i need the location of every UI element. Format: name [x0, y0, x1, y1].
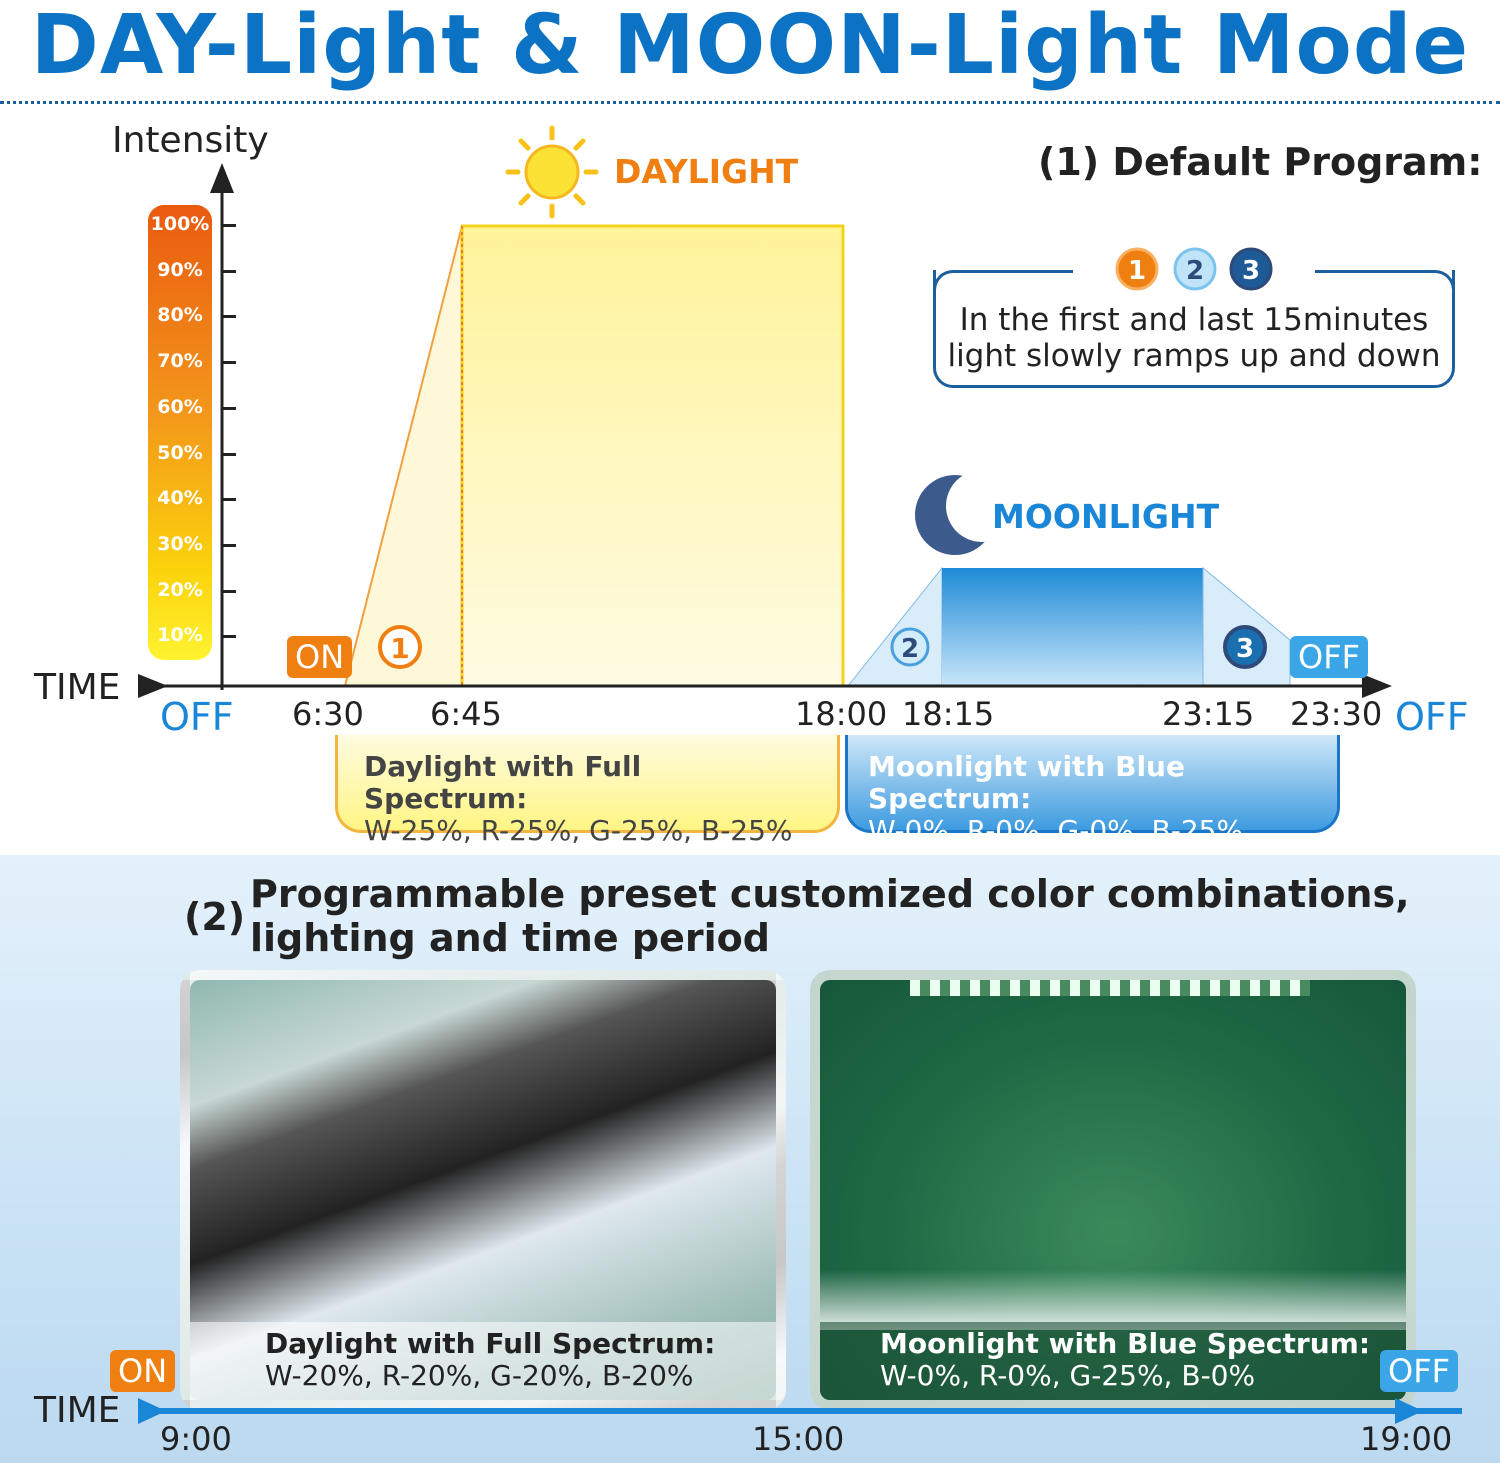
- intensity-tick-label: 90%: [157, 258, 203, 281]
- y-axis-tick: [222, 498, 236, 502]
- moonlight-spectrum-box: Moonlight with Blue Spectrum: W-0%, R-0%…: [845, 735, 1340, 847]
- x-axis-label: TIME: [34, 667, 121, 708]
- svg-text:2: 2: [1186, 256, 1204, 286]
- y-axis-label: Intensity: [112, 120, 269, 161]
- section2-line1: Programmable preset customized color com…: [250, 872, 1410, 916]
- y-axis-tick: [222, 452, 236, 456]
- y-axis-tick: [222, 269, 236, 273]
- svg-text:3: 3: [1242, 256, 1260, 286]
- time-18-00: 18:00: [795, 695, 888, 733]
- moonlight-box-title: Moonlight with Blue Spectrum:: [868, 750, 1185, 815]
- marker-1-icon: 1: [378, 625, 422, 669]
- daylight-caption-values: W-20%, R-20%, G-20%, B-20%: [265, 1359, 694, 1392]
- markers-row: 1 2 3: [1115, 247, 1273, 291]
- time-19-00: 19:00: [1360, 1420, 1453, 1458]
- moonlight-photo-caption: Moonlight with Blue Spectrum: W-0%, R-0%…: [820, 1322, 1406, 1400]
- intensity-tick-label: 30%: [157, 532, 203, 555]
- time-6-30: 6:30: [292, 695, 364, 733]
- time-6-45: 6:45: [430, 695, 502, 733]
- daylight-label: DAYLIGHT: [614, 152, 799, 191]
- y-axis-tick: [222, 635, 236, 639]
- daylight-caption-title: Daylight with Full Spectrum:: [265, 1327, 716, 1360]
- intensity-tick-label: 70%: [157, 350, 203, 373]
- y-axis-tick: [222, 543, 236, 547]
- timeline-end-arrow: [1395, 1398, 1423, 1424]
- moonlight-label: MOONLIGHT: [992, 497, 1220, 536]
- daylight-spectrum-box: Daylight with Full Spectrum: W-25%, R-25…: [335, 735, 840, 847]
- daylight-plateau: [460, 224, 845, 688]
- ramp-info-box: In the first and last 15minutes light sl…: [933, 270, 1455, 388]
- section2-line2: lighting and time period: [250, 916, 770, 960]
- moon-icon: [915, 470, 1018, 555]
- time-18-15: 18:15: [902, 695, 995, 733]
- intensity-chart: 1 2 3: [138, 125, 1392, 698]
- moonlight-box-values: W-0%, R-0%, G-0%, B-25%: [868, 814, 1244, 847]
- daylight-photo-caption: Daylight with Full Spectrum: W-20%, R-20…: [190, 1322, 776, 1400]
- default-program-heading: (1) Default Program:: [1038, 140, 1483, 184]
- sun-icon: [505, 125, 599, 219]
- time-23-30: 23:30: [1290, 695, 1383, 733]
- svg-text:2: 2: [901, 634, 919, 664]
- intensity-tick-label: 10%: [157, 624, 203, 647]
- moonlight-caption-values: W-0%, R-0%, G-25%, B-0%: [880, 1359, 1256, 1392]
- daylight-aquarium-photo: Daylight with Full Spectrum: W-20%, R-20…: [180, 970, 786, 1410]
- time-15-00: 15:00: [752, 1420, 845, 1458]
- daylight-box-title: Daylight with Full Spectrum:: [364, 750, 642, 815]
- x-axis-arrow: [1362, 674, 1392, 698]
- moonlight-caption-title: Moonlight with Blue Spectrum:: [880, 1327, 1371, 1360]
- on-badge-2: ON: [110, 1350, 176, 1392]
- section2-number: (2): [184, 895, 246, 939]
- daylight-ramp-up: [343, 225, 463, 687]
- svg-text:3: 3: [1236, 634, 1254, 664]
- intensity-tick-label: 50%: [157, 441, 203, 464]
- time-23-15: 23:15: [1162, 695, 1255, 733]
- svg-text:1: 1: [1128, 256, 1146, 286]
- timeline-bar: [140, 1408, 1462, 1414]
- off-badge-2: OFF: [1380, 1350, 1458, 1392]
- on-badge: ON: [287, 636, 353, 678]
- intensity-tick-label: 100%: [150, 213, 210, 235]
- y-axis-tick: [222, 406, 236, 410]
- y-axis-arrow: [210, 163, 234, 193]
- intensity-tick-label: 40%: [157, 487, 203, 510]
- intensity-tick-label: 60%: [157, 395, 203, 418]
- y-axis-tick: [222, 589, 236, 593]
- page-title: DAY-Light & MOON-Light Mode: [30, 0, 1470, 93]
- ramp-info-line1: In the first and last 15minutes: [959, 302, 1429, 338]
- y-axis-tick: [222, 361, 236, 365]
- section2-heading: Programmable preset customized color com…: [250, 872, 1410, 960]
- time-off-start: OFF: [160, 695, 234, 739]
- intensity-tick-label: 20%: [157, 578, 203, 601]
- svg-text:1: 1: [390, 632, 409, 665]
- moonlight-ramp-up: [846, 566, 943, 687]
- daylight-box-values: W-25%, R-25%, G-25%, B-25%: [364, 814, 793, 847]
- y-axis-tick: [222, 224, 236, 227]
- timeline-start-arrow: [138, 1398, 166, 1424]
- time-9-00: 9:00: [160, 1420, 232, 1458]
- ramp-info-line2: light slowly ramps up and down: [947, 338, 1441, 374]
- moonlight-aquarium-photo: Moonlight with Blue Spectrum: W-0%, R-0%…: [810, 970, 1416, 1410]
- moonlight-plateau: [942, 568, 1203, 686]
- intensity-tick-label: 80%: [157, 304, 203, 327]
- time-off-end: OFF: [1395, 695, 1469, 739]
- marker-3-icon: 3: [1223, 625, 1267, 669]
- divider: [0, 101, 1500, 104]
- y-axis-tick: [222, 315, 236, 319]
- intensity-scale-bar: [148, 205, 212, 660]
- marker-2-icon: 2: [890, 627, 930, 667]
- timeline-label: TIME: [34, 1390, 121, 1431]
- off-badge: OFF: [1290, 636, 1368, 678]
